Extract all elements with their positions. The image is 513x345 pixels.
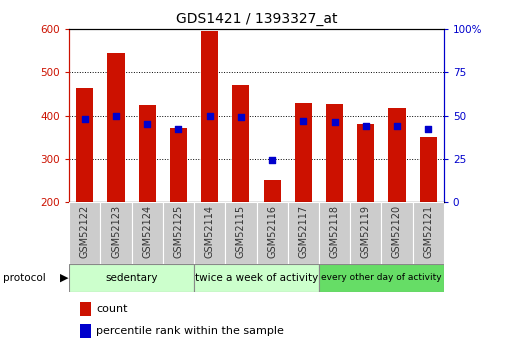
Point — [268, 158, 276, 163]
Bar — [264, 180, 281, 202]
Text: GSM52120: GSM52120 — [392, 205, 402, 258]
Bar — [201, 31, 218, 202]
Bar — [194, 202, 225, 264]
Bar — [139, 105, 156, 202]
Bar — [163, 202, 194, 264]
Bar — [388, 108, 405, 202]
Point — [299, 118, 307, 124]
Text: GSM52123: GSM52123 — [111, 205, 121, 258]
Text: GSM52124: GSM52124 — [142, 205, 152, 258]
Bar — [108, 53, 125, 202]
Title: GDS1421 / 1393327_at: GDS1421 / 1393327_at — [176, 11, 337, 26]
Text: GSM52116: GSM52116 — [267, 205, 277, 258]
Bar — [194, 264, 319, 292]
Point — [393, 123, 401, 129]
Text: GSM52119: GSM52119 — [361, 205, 371, 258]
Point — [174, 127, 183, 132]
Text: count: count — [96, 304, 127, 314]
Text: percentile rank within the sample: percentile rank within the sample — [96, 326, 284, 336]
Bar — [76, 88, 93, 202]
Text: sedentary: sedentary — [105, 273, 158, 283]
Point — [206, 113, 214, 118]
Text: GSM52118: GSM52118 — [329, 205, 340, 258]
Point — [81, 116, 89, 122]
Bar — [326, 104, 343, 202]
Text: protocol: protocol — [3, 273, 45, 283]
Point — [330, 120, 339, 125]
Text: GSM52122: GSM52122 — [80, 205, 90, 258]
Text: every other day of activity: every other day of activity — [321, 273, 442, 282]
Bar — [412, 202, 444, 264]
Bar — [69, 264, 194, 292]
Bar — [357, 124, 374, 202]
Text: GSM52115: GSM52115 — [236, 205, 246, 258]
Point — [362, 123, 370, 129]
Bar — [288, 202, 319, 264]
Point — [112, 113, 120, 118]
Bar — [132, 202, 163, 264]
Point — [424, 127, 432, 132]
Bar — [170, 128, 187, 202]
Text: GSM52125: GSM52125 — [173, 205, 184, 258]
Bar — [69, 202, 101, 264]
Bar — [256, 202, 288, 264]
Text: twice a week of activity: twice a week of activity — [195, 273, 318, 283]
Bar — [295, 103, 312, 202]
Text: ▶: ▶ — [60, 273, 69, 283]
Text: GSM52117: GSM52117 — [299, 205, 308, 258]
Text: GSM52114: GSM52114 — [205, 205, 214, 258]
Point — [143, 121, 151, 127]
Bar — [381, 202, 412, 264]
Bar — [225, 202, 256, 264]
Bar — [232, 85, 249, 202]
Bar — [101, 202, 132, 264]
Bar — [319, 264, 444, 292]
Bar — [350, 202, 381, 264]
Bar — [420, 137, 437, 202]
Text: GSM52121: GSM52121 — [423, 205, 433, 258]
Bar — [319, 202, 350, 264]
Point — [237, 115, 245, 120]
